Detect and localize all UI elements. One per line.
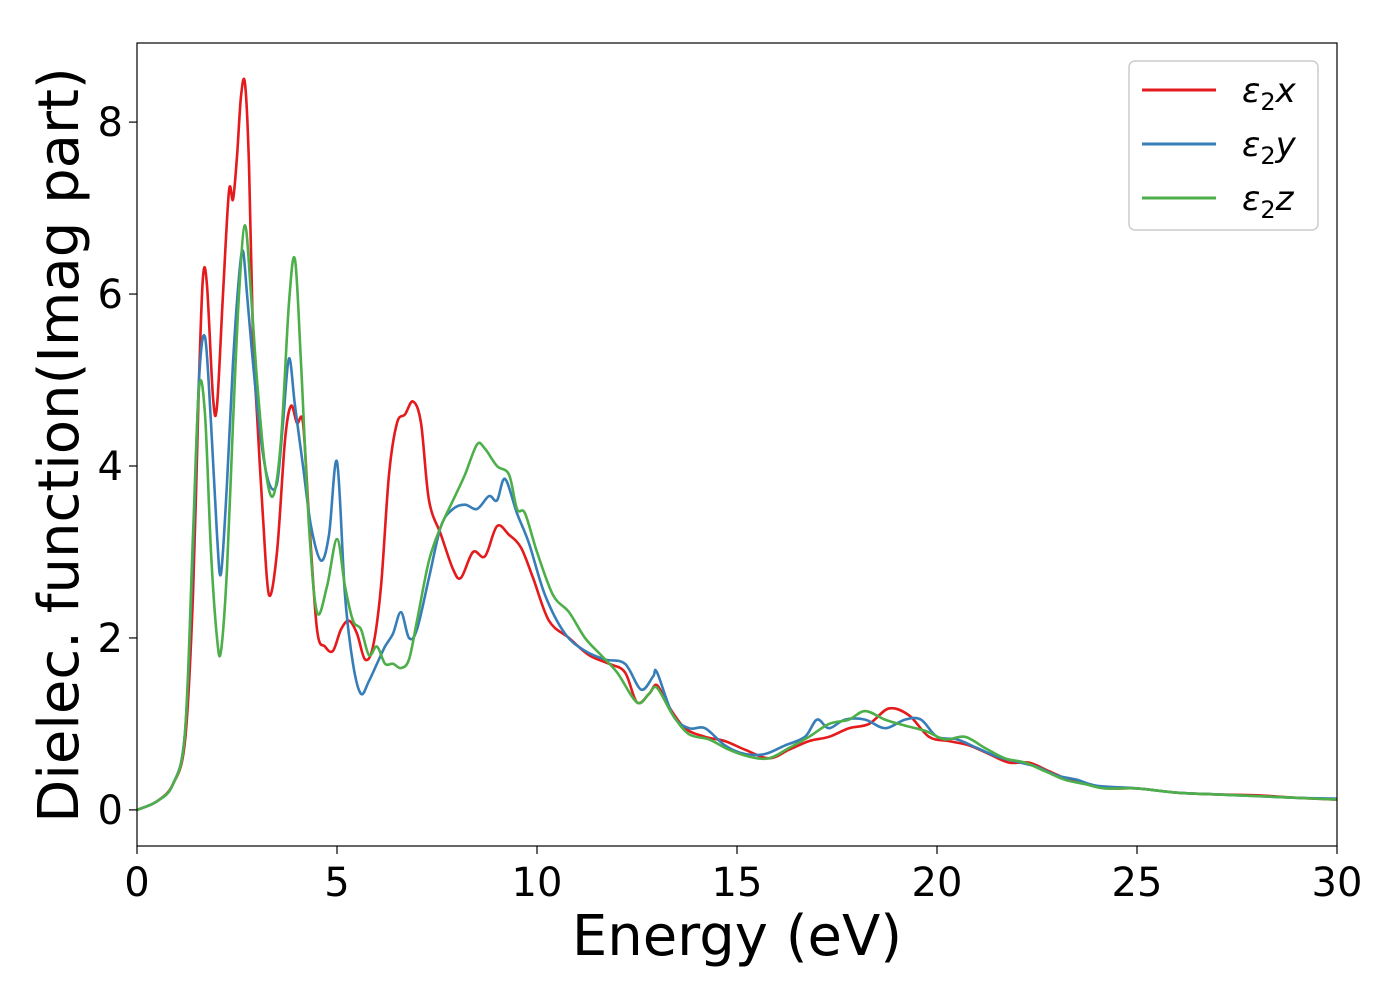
y-tick-label: 0: [98, 788, 123, 834]
plot-frame: [136, 42, 1338, 847]
legend-label-y: ε2y: [1242, 125, 1297, 170]
legend-entries: ε2x ε2y ε2z: [1142, 71, 1297, 224]
x-tick-label: 30: [1312, 860, 1363, 906]
legend-label-z: ε2z: [1242, 179, 1295, 224]
y-axis-ticks: 0 2 4 6 8: [98, 100, 137, 834]
legend-label-x: ε2x: [1242, 71, 1297, 116]
x-axis-label: Energy (eV): [572, 904, 902, 969]
x-tick-label: 15: [712, 860, 763, 906]
series-line-z: [136, 223, 1338, 812]
x-tick-label: 25: [1112, 860, 1163, 906]
x-tick-label: 10: [512, 860, 563, 906]
x-axis-ticks: 0 5 10 15 20 25 30: [124, 846, 1362, 906]
x-tick-label: 0: [124, 860, 149, 906]
series-line-x: [136, 77, 1338, 812]
y-tick-label: 6: [98, 272, 123, 318]
series-lines: [136, 77, 1338, 812]
legend: ε2x ε2y ε2z: [1128, 60, 1319, 231]
x-tick-label: 20: [912, 860, 963, 906]
y-axis-label: Dielec. function(Imag part): [27, 67, 92, 823]
y-tick-label: 4: [98, 444, 123, 490]
legend-box: [1128, 60, 1319, 231]
x-tick-label: 5: [324, 860, 349, 906]
series-line-y: [136, 249, 1338, 812]
y-tick-label: 8: [98, 100, 123, 146]
y-tick-label: 2: [98, 616, 123, 662]
